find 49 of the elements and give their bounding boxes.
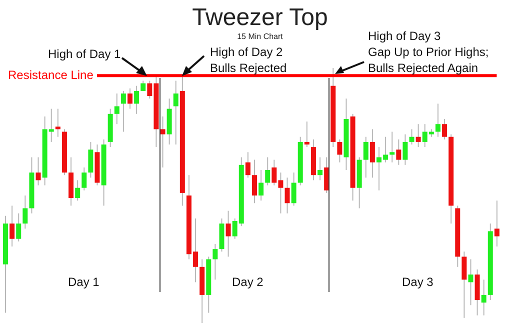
- candlestick: [114, 93, 120, 125]
- candlestick: [252, 159, 257, 204]
- candlestick: [324, 156, 330, 194]
- annotation: High of Day 2 Bulls Rejected: [210, 44, 287, 76]
- candlestick: [284, 177, 290, 214]
- candlestick: [396, 138, 402, 166]
- candlestick: [442, 118, 448, 140]
- candlestick: [265, 156, 270, 186]
- candlestick: [258, 170, 264, 202]
- candlestick: [304, 121, 310, 148]
- candlestick: [363, 136, 368, 178]
- candlestick: [88, 141, 94, 178]
- candlestick: [318, 156, 323, 181]
- candlestick: [160, 116, 166, 168]
- annotation: Day 3: [402, 274, 434, 290]
- candlestick: [140, 80, 146, 92]
- candlestick: [16, 212, 22, 242]
- ref-line-label: Resistance Line: [8, 68, 94, 82]
- candlestick: [173, 80, 178, 145]
- candlestick: [128, 88, 132, 110]
- candlestick: [370, 128, 375, 178]
- candlestick: [245, 152, 250, 178]
- candlestick: [468, 258, 474, 306]
- candlestick: [134, 85, 140, 114]
- candlestick: [22, 195, 28, 230]
- candlestick: [120, 90, 126, 132]
- candlestick: [416, 124, 421, 148]
- candlestick: [409, 128, 414, 145]
- chart-title: Tweezer Top: [192, 4, 328, 31]
- candlestick: [390, 131, 395, 163]
- annotation: High of Day 3 Gap Up to Prior Highs; Bulls Rejected Again: [368, 28, 489, 76]
- candlestick: [55, 108, 60, 138]
- candlestick: [10, 205, 15, 247]
- candlestick: [226, 210, 231, 258]
- candlestick: [291, 172, 296, 206]
- candlestick: [462, 251, 467, 318]
- annotation: Day 1: [68, 274, 100, 290]
- candlestick: [402, 134, 408, 166]
- candlestick: [36, 156, 41, 186]
- candlestick: [494, 200, 500, 247]
- candlestick: [337, 138, 342, 163]
- candlestick: [212, 243, 218, 280]
- annotation: Day 2: [232, 274, 264, 290]
- candlestick: [435, 103, 440, 138]
- candlestick: [481, 279, 486, 316]
- text: High of Day 1: [48, 46, 121, 62]
- candlestick: [82, 166, 87, 191]
- chart-subtitle: 15 Min Chart: [237, 32, 283, 41]
- candlestick: [75, 180, 80, 202]
